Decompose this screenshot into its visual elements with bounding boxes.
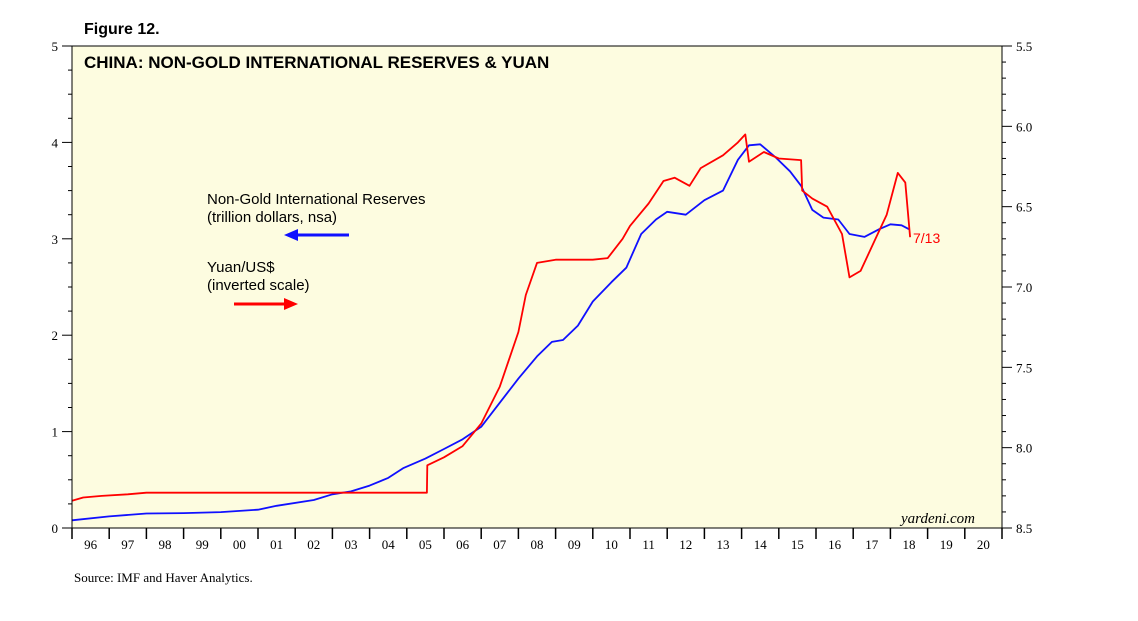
- x-tick-label: 18: [903, 537, 916, 552]
- plot-frame: [71, 45, 1003, 529]
- y-left-tick-label: 1: [52, 425, 59, 440]
- y-right-tick-label: 6.0: [1016, 119, 1032, 134]
- x-tick-label: 04: [382, 537, 396, 552]
- y-right-tick-label: 5.5: [1016, 39, 1032, 54]
- y-right-tick-label: 7.0: [1016, 280, 1032, 295]
- legend-reserves-line1: Non-Gold International Reserves: [207, 191, 425, 208]
- x-tick-label: 99: [196, 537, 209, 552]
- x-tick-label: 13: [717, 537, 730, 552]
- x-tick-label: 19: [940, 537, 953, 552]
- reserves-series-line: [71, 143, 910, 522]
- x-tick-label: 97: [121, 537, 135, 552]
- x-tick-label: 98: [159, 537, 172, 552]
- arrow-right-icon: [284, 298, 298, 310]
- yuan-series-line: [71, 133, 911, 502]
- x-tick-label: 14: [754, 537, 768, 552]
- x-tick-label: 10: [605, 537, 618, 552]
- x-tick-label: 05: [419, 537, 432, 552]
- plot-area: [72, 46, 1002, 528]
- x-tick-label: 12: [679, 537, 692, 552]
- x-tick-label: 96: [84, 537, 98, 552]
- x-tick-label: 08: [531, 537, 544, 552]
- x-tick-label: 20: [977, 537, 990, 552]
- source-note: Source: IMF and Haver Analytics.: [74, 570, 253, 585]
- x-tick-label: 09: [568, 537, 581, 552]
- legend-yuan-line1: Yuan/US$: [207, 259, 275, 276]
- series-layer: [71, 133, 911, 522]
- x-tick-label: 15: [791, 537, 804, 552]
- y-right-tick-label: 6.5: [1016, 200, 1032, 215]
- y-right-tick-label: 8.0: [1016, 441, 1032, 456]
- x-tick-label: 17: [865, 537, 879, 552]
- chart-title: CHINA: NON-GOLD INTERNATIONAL RESERVES &…: [84, 53, 549, 72]
- y-left-tick-label: 0: [52, 521, 59, 536]
- legend-yuan-line2: (inverted scale): [207, 277, 310, 294]
- legend-reserves-line2: (trillion dollars, nsa): [207, 209, 337, 226]
- y-left-tick-label: 4: [52, 135, 59, 150]
- x-tick-label: 16: [828, 537, 842, 552]
- x-tick-label: 03: [345, 537, 358, 552]
- x-tick-label: 07: [493, 537, 507, 552]
- y-left-tick-label: 5: [52, 39, 59, 54]
- x-tick-label: 02: [307, 537, 320, 552]
- y-left-tick-label: 3: [52, 232, 59, 247]
- y-left-tick-label: 2: [52, 328, 59, 343]
- x-tick-label: 06: [456, 537, 470, 552]
- figure-label: Figure 12.: [84, 21, 160, 38]
- y-right-tick-label: 7.5: [1016, 360, 1032, 375]
- x-tick-label: 01: [270, 537, 283, 552]
- end-date-label: 7/13: [913, 230, 940, 246]
- y-right-tick-label: 8.5: [1016, 521, 1032, 536]
- brand-watermark: yardeni.com: [899, 511, 975, 527]
- x-tick-label: 11: [642, 537, 655, 552]
- arrow-left-icon: [284, 229, 298, 241]
- legend: Non-Gold International Reserves (trillio…: [207, 191, 425, 310]
- x-tick-label: 00: [233, 537, 246, 552]
